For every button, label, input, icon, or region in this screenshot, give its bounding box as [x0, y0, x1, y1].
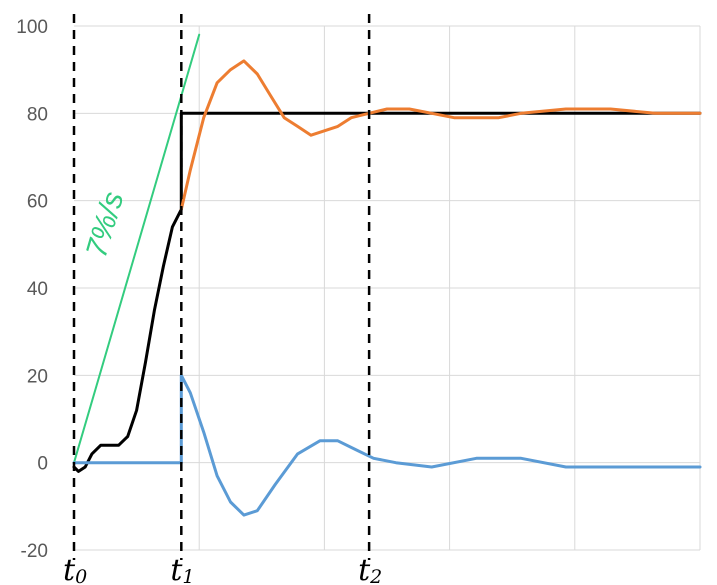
y-tick-label: 60	[27, 192, 48, 213]
y-axis-ticks: 100 80 60 40 20 0 -20	[16, 17, 48, 562]
y-tick-label: 100	[16, 17, 48, 38]
blue-series-line	[72, 373, 702, 517]
black-series-line	[72, 111, 702, 473]
y-tick-label: 0	[37, 454, 48, 475]
time-marker-label: t0	[63, 553, 87, 585]
ramp-rate-annotation: 7%/s	[80, 188, 130, 261]
series-lines	[72, 33, 702, 517]
y-tick-label: 40	[27, 279, 48, 300]
y-tick-label: 80	[27, 104, 48, 125]
green-series-line	[73, 33, 201, 464]
time-marker-label: t1	[170, 553, 194, 585]
time-markers: t0 t1 t2	[63, 14, 382, 585]
gridlines	[74, 25, 701, 551]
y-tick-label: -20	[21, 541, 48, 562]
y-tick-label: 20	[27, 366, 48, 387]
orange-series-line	[179, 59, 702, 211]
time-marker-label: t2	[358, 553, 382, 585]
